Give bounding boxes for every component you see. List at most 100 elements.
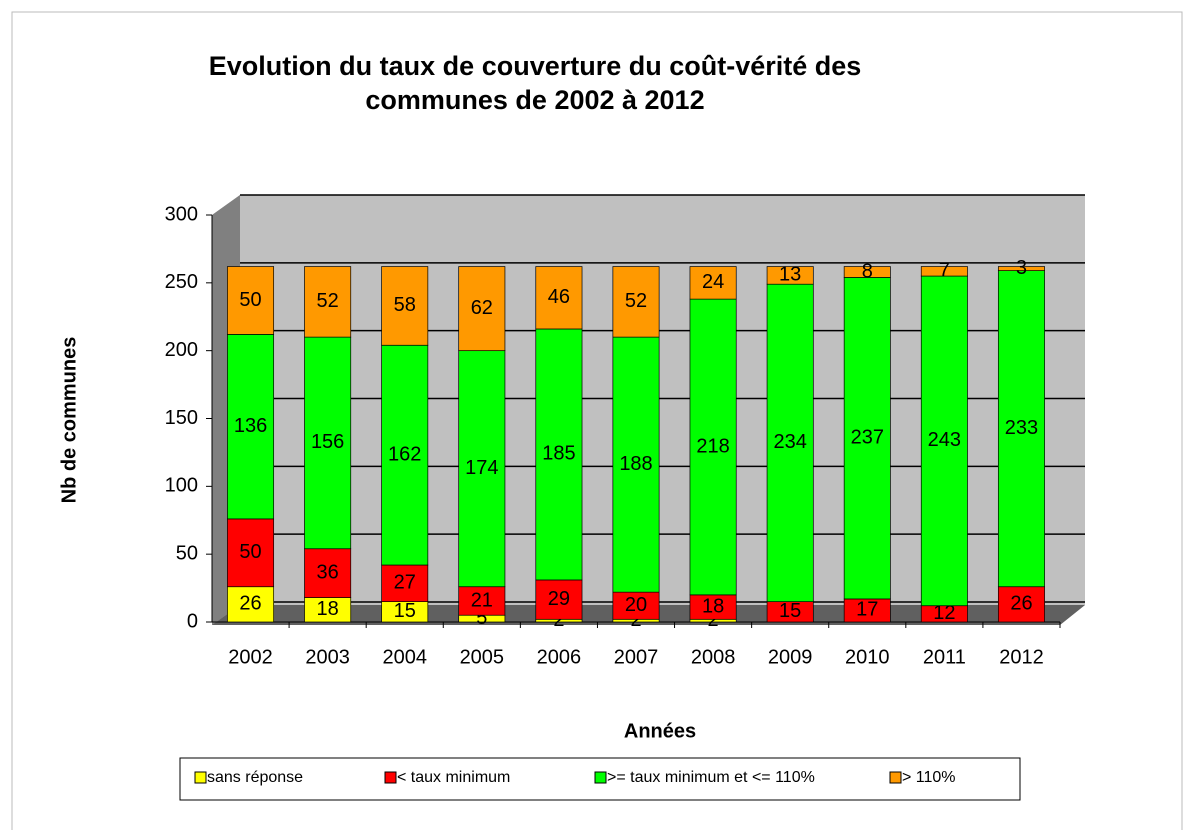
chart-title: Evolution du taux de couverture du coût-…	[209, 51, 862, 81]
data-label: 20	[625, 594, 647, 616]
x-tick-label: 2006	[537, 646, 582, 668]
data-label: 3	[1016, 257, 1027, 279]
data-label: 2	[630, 609, 641, 631]
data-label: 52	[317, 290, 339, 312]
y-tick-label: 100	[165, 475, 198, 497]
data-label: 185	[542, 443, 575, 465]
legend-swatch	[889, 771, 902, 784]
x-axis-title: Années	[624, 720, 696, 742]
data-label: 12	[933, 602, 955, 624]
bar-segment	[997, 270, 1045, 588]
data-label: 62	[471, 297, 493, 319]
data-label: 136	[234, 415, 267, 437]
data-label: 2	[708, 609, 719, 631]
data-label: 29	[548, 588, 570, 610]
data-label: 162	[388, 443, 421, 465]
data-label: 36	[317, 561, 339, 583]
bar-segment	[381, 266, 429, 346]
x-tick-label: 2011	[923, 646, 966, 668]
data-label: 50	[239, 541, 261, 563]
data-label: 5	[476, 607, 487, 629]
bar-segment	[612, 336, 660, 593]
x-tick-label: 2003	[305, 646, 350, 668]
data-label: 27	[394, 572, 416, 594]
bar-segment	[766, 283, 814, 602]
data-label: 46	[548, 286, 570, 308]
data-label: 18	[317, 598, 339, 620]
data-label: 15	[779, 600, 801, 622]
bar-segment	[458, 586, 506, 616]
data-label: 58	[394, 294, 416, 316]
data-label: 15	[394, 600, 416, 622]
x-tick-label: 2005	[460, 646, 505, 668]
data-label: 2	[553, 609, 564, 631]
bar-segment	[227, 334, 275, 520]
bar-segment	[612, 266, 660, 338]
data-label: 8	[862, 260, 873, 282]
x-tick-label: 2004	[382, 646, 427, 668]
data-label: 233	[1005, 417, 1038, 439]
data-label: 52	[625, 290, 647, 312]
x-tick-label: 2002	[228, 646, 273, 668]
y-tick-label: 300	[165, 203, 198, 225]
legend-swatch	[594, 771, 607, 784]
bar-segment	[227, 266, 275, 335]
y-tick-label: 250	[165, 271, 198, 293]
data-label: 26	[239, 593, 261, 615]
x-tick-label: 2009	[768, 646, 813, 668]
data-label: 21	[471, 589, 493, 611]
y-axis-title: Nb de communes	[58, 337, 80, 504]
data-label: 174	[465, 457, 498, 479]
bar-segment	[766, 266, 814, 285]
legend-label: > 110%	[902, 769, 956, 786]
y-tick-label: 50	[176, 542, 198, 564]
bar-segment	[535, 266, 583, 330]
legend-swatch	[384, 771, 397, 784]
bar-segment	[535, 328, 583, 581]
data-label: 188	[619, 453, 652, 475]
data-label: 7	[939, 260, 950, 282]
data-label: 24	[702, 271, 724, 293]
bar-segment	[304, 597, 352, 623]
y-tick-label: 0	[187, 610, 198, 632]
x-tick-label: 2007	[614, 646, 659, 668]
bar-segment	[381, 344, 429, 566]
data-label: 218	[696, 435, 729, 457]
bar-segment	[612, 591, 660, 620]
legend-label: < taux minimum	[397, 769, 510, 786]
bar-segment	[227, 586, 275, 623]
data-label: 13	[779, 264, 801, 286]
data-label: 26	[1010, 593, 1032, 615]
bar-segment	[458, 350, 506, 588]
bar-segment	[227, 518, 275, 588]
bar-segment	[920, 266, 968, 277]
data-label: 234	[773, 431, 806, 453]
bar-segment	[689, 266, 737, 300]
chart-subtitle: communes de 2002 à 2012	[365, 85, 704, 115]
x-tick-label: 2008	[691, 646, 736, 668]
legend-swatch	[194, 771, 207, 784]
x-tick-label: 2010	[845, 646, 890, 668]
data-label: 156	[311, 431, 344, 453]
data-label: 17	[856, 599, 878, 621]
bar-segment	[458, 266, 506, 352]
bar-segment	[304, 266, 352, 338]
y-tick-label: 150	[165, 407, 198, 429]
data-label: 18	[702, 595, 724, 617]
x-tick-label: 2012	[999, 646, 1044, 668]
bar-segment	[304, 548, 352, 598]
bar-segment	[381, 564, 429, 603]
data-label: 243	[928, 429, 961, 451]
bar-segment	[997, 266, 1045, 271]
bar-segment	[535, 579, 583, 620]
y-tick-label: 200	[165, 339, 198, 361]
bar-segment	[843, 277, 891, 600]
data-label: 50	[239, 289, 261, 311]
legend-box	[179, 757, 1021, 801]
legend-label: >= taux minimum et <= 110%	[607, 769, 815, 786]
legend-label: sans réponse	[207, 769, 303, 786]
bar-segment	[304, 336, 352, 550]
bar-segment	[843, 266, 891, 278]
data-label: 237	[851, 426, 884, 448]
